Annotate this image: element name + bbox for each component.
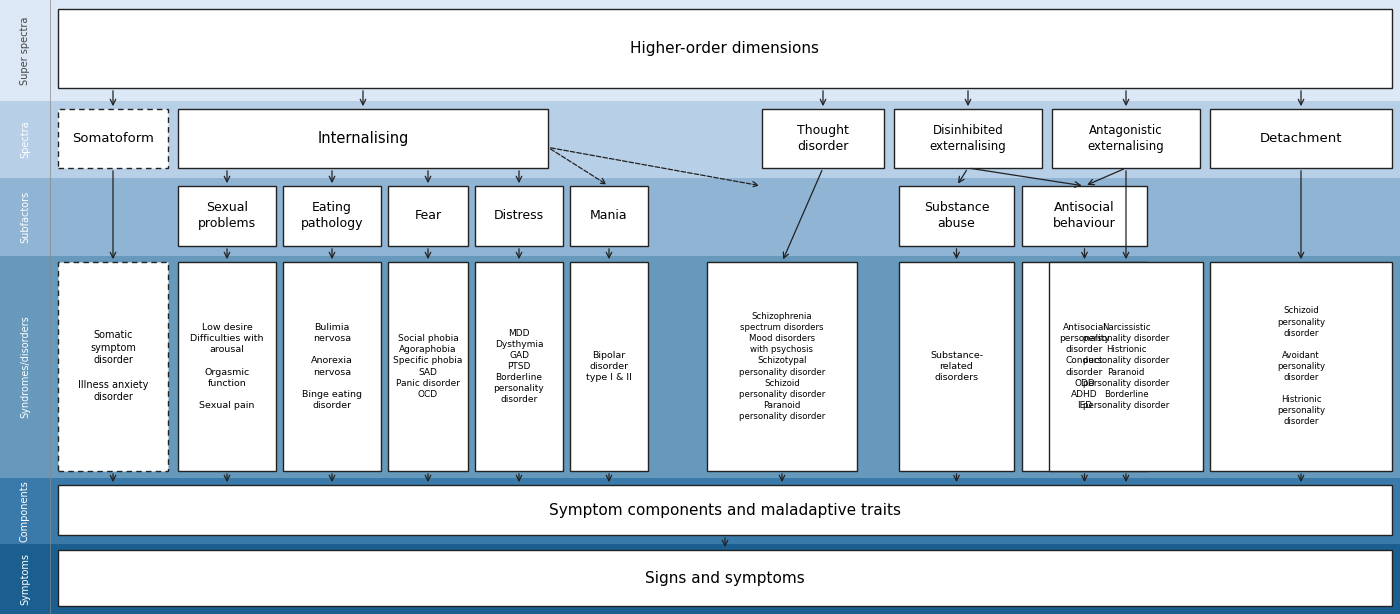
FancyBboxPatch shape	[388, 262, 468, 471]
FancyBboxPatch shape	[1049, 262, 1203, 471]
Text: Antisocial
personality
disorder
Conduct
disorder
ODD
ADHD
IED: Antisocial personality disorder Conduct …	[1060, 323, 1110, 410]
FancyBboxPatch shape	[283, 262, 381, 471]
FancyBboxPatch shape	[178, 109, 547, 168]
Text: Detachment: Detachment	[1260, 132, 1343, 145]
FancyBboxPatch shape	[762, 109, 883, 168]
Text: Substance-
related
disorders: Substance- related disorders	[930, 351, 983, 382]
Bar	[0, 101, 1400, 178]
Text: Components: Components	[20, 480, 29, 542]
FancyBboxPatch shape	[388, 186, 468, 246]
Text: Syndromes/disorders: Syndromes/disorders	[20, 316, 29, 418]
Text: Thought
disorder: Thought disorder	[797, 124, 848, 153]
Text: Social phobia
Agoraphobia
Specific phobia
SAD
Panic disorder
OCD: Social phobia Agoraphobia Specific phobi…	[393, 334, 462, 398]
Text: Antagonistic
externalising: Antagonistic externalising	[1088, 124, 1165, 153]
Text: Distress: Distress	[494, 209, 545, 222]
Text: Bipolar
disorder
type I & II: Bipolar disorder type I & II	[587, 351, 631, 382]
Text: Higher-order dimensions: Higher-order dimensions	[630, 41, 819, 56]
Bar	[0, 544, 1400, 614]
Text: Schizophrenia
spectrum disorders
Mood disorders
with psychosis
Schizotypal
perso: Schizophrenia spectrum disorders Mood di…	[739, 312, 825, 421]
FancyBboxPatch shape	[475, 262, 563, 471]
FancyBboxPatch shape	[475, 186, 563, 246]
FancyBboxPatch shape	[57, 550, 1392, 606]
FancyBboxPatch shape	[57, 262, 168, 471]
Text: Super spectra: Super spectra	[20, 17, 29, 85]
FancyBboxPatch shape	[899, 186, 1014, 246]
Text: Somatic
symptom
disorder

Illness anxiety
disorder: Somatic symptom disorder Illness anxiety…	[78, 330, 148, 403]
FancyBboxPatch shape	[707, 262, 857, 471]
Text: Disinhibited
externalising: Disinhibited externalising	[930, 124, 1007, 153]
FancyBboxPatch shape	[178, 186, 276, 246]
FancyBboxPatch shape	[570, 262, 648, 471]
Text: MDD
Dysthymia
GAD
PTSD
Borderline
personality
disorder: MDD Dysthymia GAD PTSD Borderline person…	[494, 328, 545, 404]
Text: Somatoform: Somatoform	[71, 132, 154, 145]
FancyBboxPatch shape	[570, 186, 648, 246]
Text: Internalising: Internalising	[318, 131, 409, 146]
Bar	[0, 178, 1400, 256]
Text: Signs and symptoms: Signs and symptoms	[645, 570, 805, 586]
Text: Eating
pathology: Eating pathology	[301, 201, 363, 230]
FancyBboxPatch shape	[895, 109, 1042, 168]
Text: Sexual
problems: Sexual problems	[197, 201, 256, 230]
Text: Fear: Fear	[414, 209, 441, 222]
Bar	[0, 0, 1400, 101]
Text: Narcissistic
personality disorder
Histrionic
personality disorder
Paranoid
perso: Narcissistic personality disorder Histri…	[1082, 323, 1169, 410]
FancyBboxPatch shape	[899, 262, 1014, 471]
Text: Substance
abuse: Substance abuse	[924, 201, 990, 230]
Text: Symptoms: Symptoms	[20, 553, 29, 605]
Bar	[0, 478, 1400, 544]
FancyBboxPatch shape	[1022, 186, 1147, 246]
Text: Antisocial
behaviour: Antisocial behaviour	[1053, 201, 1116, 230]
Text: Spectra: Spectra	[20, 121, 29, 158]
FancyBboxPatch shape	[1051, 109, 1200, 168]
FancyBboxPatch shape	[1210, 109, 1392, 168]
FancyBboxPatch shape	[178, 262, 276, 471]
FancyBboxPatch shape	[57, 109, 168, 168]
Text: Subfactors: Subfactors	[20, 191, 29, 243]
Text: Mania: Mania	[591, 209, 627, 222]
FancyBboxPatch shape	[57, 9, 1392, 88]
FancyBboxPatch shape	[283, 186, 381, 246]
Text: Symptom components and maladaptive traits: Symptom components and maladaptive trait…	[549, 502, 902, 518]
FancyBboxPatch shape	[1210, 262, 1392, 471]
Bar	[0, 256, 1400, 478]
Text: Schizoid
personality
disorder

Avoidant
personality
disorder

Histrionic
persona: Schizoid personality disorder Avoidant p…	[1277, 306, 1324, 427]
Text: Low desire
Difficulties with
arousal

Orgasmic
function

Sexual pain: Low desire Difficulties with arousal Org…	[190, 323, 263, 410]
Text: Bulimia
nervosa

Anorexia
nervosa

Binge eating
disorder: Bulimia nervosa Anorexia nervosa Binge e…	[302, 323, 363, 410]
FancyBboxPatch shape	[1022, 262, 1147, 471]
FancyBboxPatch shape	[57, 485, 1392, 535]
